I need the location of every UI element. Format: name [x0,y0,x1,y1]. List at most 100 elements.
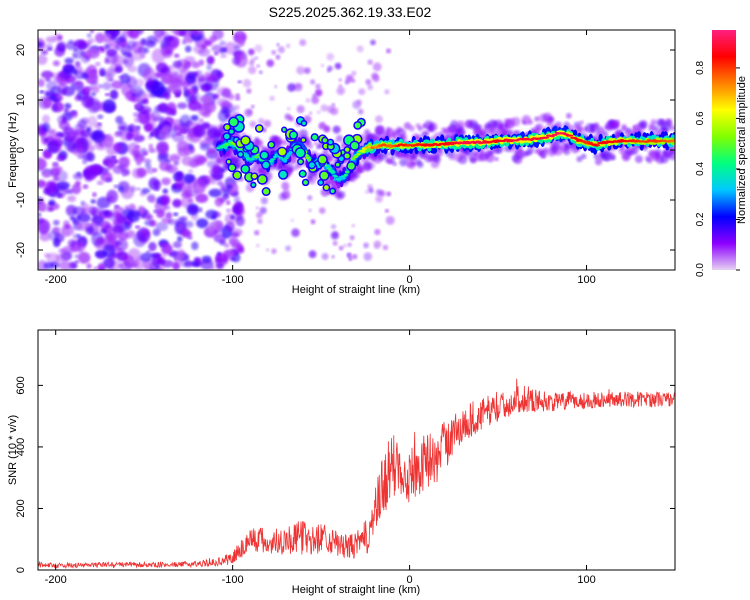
spectrogram-cell [621,123,627,130]
spectrogram-cell [56,181,70,191]
snr-frame [37,329,676,571]
spectrogram-cell [379,190,386,197]
spectrogram-cell [337,191,346,199]
spectrogram-cell [321,252,329,260]
spectrogram-cell [135,225,140,229]
spectrogram-cell [161,177,171,186]
spectrogram-y-tick-label: 10 [15,94,27,106]
spectrogram-cell [382,244,389,251]
spectrogram-cell [52,162,59,168]
spectrogram-cell [228,236,238,245]
spectrogram-cell [154,72,164,78]
spectrogram-cell [148,143,154,149]
spectrogram-cell [653,125,659,132]
spectrogram-cell [256,243,260,248]
snr-x-ticks: -200 -100 0 100 [45,330,596,586]
spectrogram-cell [221,88,232,99]
spectrogram-cell [251,183,256,187]
spectrogram-cell [59,70,72,79]
spectrogram-cell [187,71,198,80]
spectrogram-cell [103,257,115,269]
spectrogram-cell [285,245,292,252]
spectrogram-cell [485,152,495,163]
spectrogram-cell [349,235,355,241]
spectrogram-cell [386,191,392,197]
spectrogram-cell [303,180,308,185]
spectrogram-cell [259,206,267,215]
spectrogram-cell [155,221,169,232]
snr-y-tick-label: 600 [15,376,27,394]
spectrogram-cell [212,30,224,40]
spectrogram-cell [215,252,229,263]
spectrogram-y-tick-label: 20 [15,44,27,56]
spectrogram-cell [225,200,231,205]
snr-plot-area [38,330,675,570]
spectrogram-cell [82,184,89,189]
spectrogram-cell [363,252,373,261]
spectrogram-cell [160,194,171,206]
spectrogram-cell [237,246,245,254]
spectrogram-cell [306,159,312,161]
spectrogram-cell [127,65,138,73]
spectrogram-cell [314,88,323,97]
spectrogram-cell [271,158,276,160]
spectrogram-cell [206,55,215,65]
spectrogram-cell [423,130,430,136]
spectrogram-cell [390,155,395,160]
spectrogram-cell [235,96,241,101]
spectrogram-cell [100,171,113,182]
spectrogram-cell [310,219,316,225]
spectrogram-y-tick-label: -20 [15,242,27,258]
spectrogram-cell [106,48,118,57]
spectrogram-cell [308,250,317,259]
spectrogram-cell [109,89,119,100]
spectrogram-cell [310,79,316,85]
spectrogram-cell [177,223,186,232]
spectrogram-cell [325,165,330,168]
spectrogram-cell [38,179,47,189]
spectrogram-cell [198,118,204,124]
spectrogram-cell [318,180,323,185]
spectrogram-cell [162,188,169,194]
spectrogram-cell [260,151,268,159]
spectrogram-y-label: Frequency (Hz) [7,112,19,188]
spectrogram-cell [271,248,277,254]
spectrogram-cell [112,217,125,226]
spectrogram-cell [119,181,130,187]
spectrogram-cell [277,139,283,145]
spectrogram-cell [72,233,78,240]
spectrogram-cell [90,92,97,97]
spectrogram-cell [172,60,183,68]
spectrogram-cell [285,154,291,158]
spectrogram-cell [305,156,310,160]
snr-y-label: SNR (10 * v/v) [7,415,19,485]
spectrogram-cell [510,116,521,127]
spectrogram-cell [358,88,366,96]
spectrogram-cell [67,195,77,202]
spectrogram-cell [189,94,197,104]
spectrogram-cell [374,228,381,236]
spectrogram-cell [150,128,160,137]
spectrogram-cell [43,262,55,270]
spectrogram-cell [106,189,119,204]
spectrogram-cell [206,64,213,71]
spectrogram-cell [291,228,300,237]
spectrogram-cell [198,47,211,57]
spectrogram-cell [176,252,186,261]
spectrogram-cell [102,99,116,114]
spectrogram-cell [275,54,281,60]
spectrogram-cell [302,121,306,126]
spectrogram-cell [46,80,58,92]
spectrogram-cell [266,59,275,68]
spectrogram-cell [220,53,227,59]
spectrogram-cell [195,156,208,164]
spectrogram-cell [316,110,321,115]
spectrogram-cell [162,125,172,132]
spectrogram-cell [224,243,230,248]
spectrogram-cell [301,138,306,142]
spectrogram-cell [137,30,144,35]
spectrogram-cell [344,153,350,159]
spectrogram-cell [576,156,583,163]
spectrogram-cell [133,117,140,123]
spectrogram-cell [62,246,75,254]
